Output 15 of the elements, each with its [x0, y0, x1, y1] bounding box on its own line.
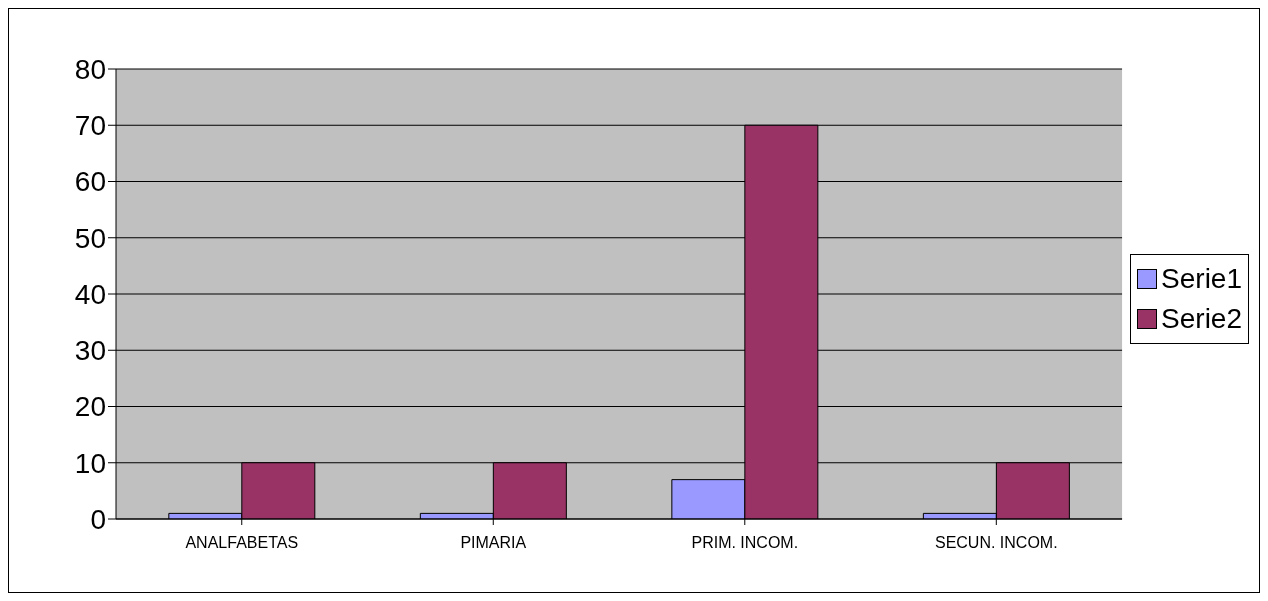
legend-label: Serie1: [1160, 262, 1242, 296]
y-tick-label: 70: [74, 110, 106, 142]
x-tick-label: PRIM. INCOM.: [691, 534, 799, 552]
y-tick-label: 40: [74, 278, 106, 310]
x-tick-label: PIMARIA: [460, 534, 527, 552]
y-tick-label: 80: [74, 53, 106, 85]
x-tick-label: SECUN. INCOM.: [934, 534, 1058, 552]
y-tick-label: 60: [74, 166, 106, 198]
y-tick-label: 50: [74, 222, 106, 254]
y-tick-label: 10: [74, 447, 106, 479]
y-tick-label: 0: [90, 503, 106, 535]
y-tick-label: 20: [74, 391, 106, 423]
y-tick-label: 30: [74, 335, 106, 367]
x-tick-label: ANALFABETAS: [185, 534, 299, 552]
legend-label: Serie2: [1160, 302, 1242, 336]
